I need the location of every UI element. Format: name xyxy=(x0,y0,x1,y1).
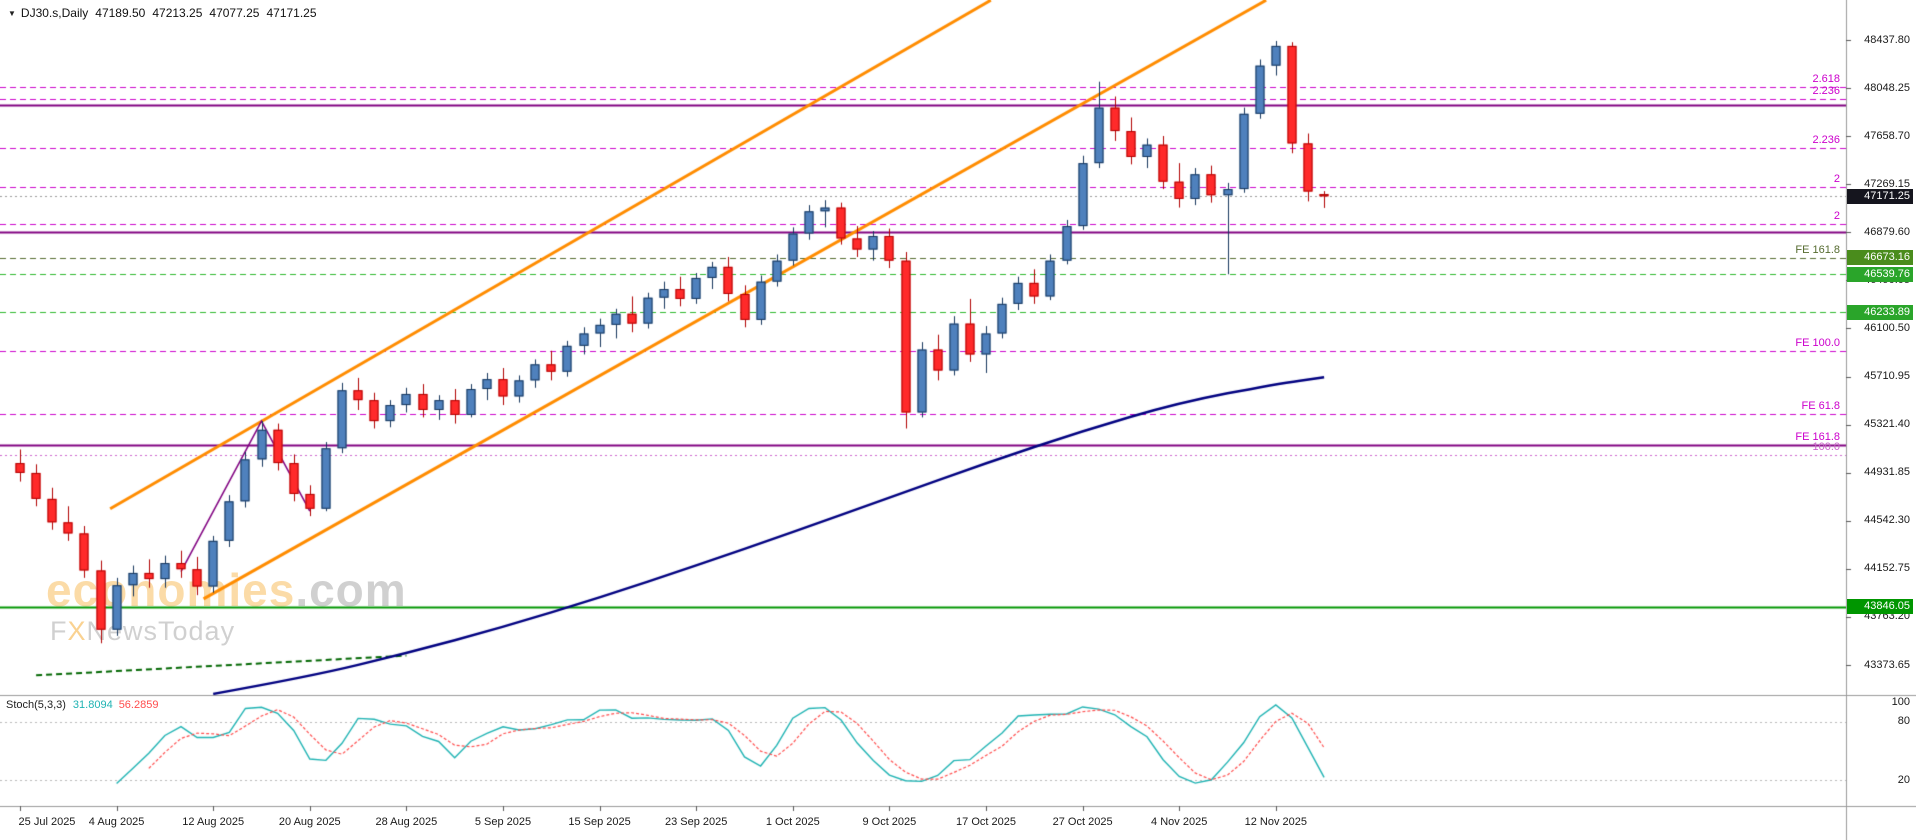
stoch-indicator-label: Stoch(5,3,3) 31.8094 56.2859 xyxy=(6,699,158,711)
price-axis[interactable] xyxy=(1846,0,1916,806)
ohlc-open-value: 47189.50 xyxy=(95,6,146,20)
chart-symbol-info: ▼ DJ30.s,Daily 47189.50 47213.25 47077.25 471… xyxy=(8,6,317,20)
ohlc-close-value: 47171.25 xyxy=(266,6,317,20)
symbol-timeframe-label: DJ30.s,Daily xyxy=(20,6,89,20)
stoch-main-value: 31.8094 xyxy=(72,699,113,711)
time-axis[interactable] xyxy=(0,807,1916,840)
symbol-dropdown-icon[interactable]: ▼ xyxy=(8,9,16,18)
ohlc-high-value: 47213.25 xyxy=(152,6,203,20)
ohlc-low-value: 47077.25 xyxy=(209,6,260,20)
stoch-name: Stoch(5,3,3) xyxy=(6,699,66,711)
stoch-signal-value: 56.2859 xyxy=(118,699,159,711)
